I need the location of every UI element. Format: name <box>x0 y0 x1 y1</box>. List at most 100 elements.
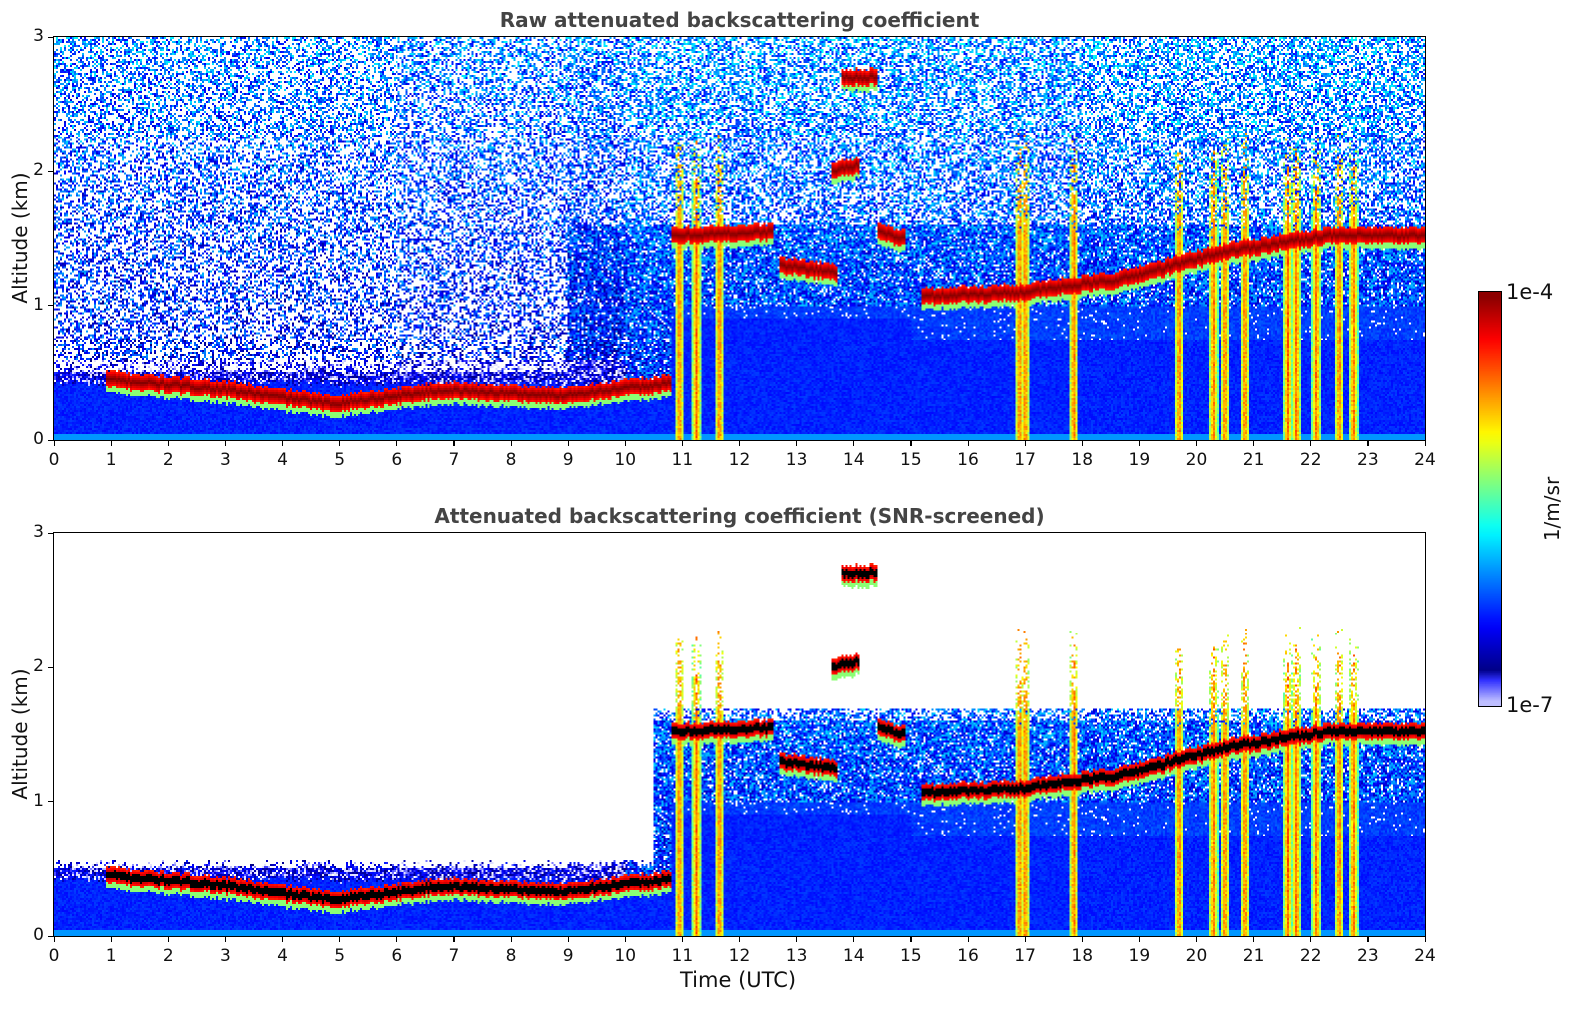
x-tick <box>1253 440 1255 446</box>
x-tick-label: 10 <box>614 450 637 470</box>
x-tick-label: 14 <box>842 946 865 966</box>
x-tick <box>739 440 741 446</box>
x-tick-label: 20 <box>1185 946 1208 966</box>
x-tick-label: 15 <box>900 946 922 966</box>
x-tick <box>624 440 626 446</box>
x-tick-label: 6 <box>391 450 403 470</box>
y-tick-label: 3 <box>33 26 44 46</box>
x-tick <box>1253 936 1255 942</box>
x-tick-label: 21 <box>1242 450 1265 470</box>
x-tick-label: 4 <box>277 450 288 470</box>
x-tick <box>110 936 112 942</box>
heatmap-screened <box>53 532 1426 937</box>
x-tick-label: 15 <box>900 450 922 470</box>
x-tick-label: 13 <box>785 946 808 966</box>
x-tick <box>1367 440 1369 446</box>
y-tick-label: 1 <box>33 294 44 315</box>
x-tick <box>567 936 569 942</box>
x-tick-label: 24 <box>1414 946 1436 966</box>
x-tick-label: 21 <box>1242 946 1265 966</box>
x-tick-label: 12 <box>728 450 751 470</box>
x-tick-label: 9 <box>562 946 574 966</box>
colorbar <box>1478 291 1502 707</box>
x-tick <box>167 936 169 942</box>
x-tick <box>1310 936 1312 942</box>
x-tick-label: 2 <box>162 946 174 966</box>
x-tick <box>1424 440 1426 446</box>
x-tick-label: 12 <box>728 946 751 966</box>
colorbar-min-label: 1e-7 <box>1506 693 1554 717</box>
y-tick-label: 0 <box>33 925 44 945</box>
x-tick <box>967 440 969 446</box>
y-tick-label: 2 <box>33 160 44 181</box>
x-tick-label: 16 <box>957 946 979 966</box>
x-tick <box>224 936 227 942</box>
y-axis-label-raw: Altitude (km) <box>8 172 32 304</box>
y-tick <box>48 532 54 534</box>
x-tick-label: 16 <box>957 450 979 470</box>
x-tick-label: 9 <box>562 450 574 470</box>
x-tick <box>510 936 512 942</box>
x-tick-label: 20 <box>1185 450 1208 470</box>
x-tick-label: 7 <box>448 450 460 470</box>
x-tick-label: 6 <box>391 946 403 966</box>
x-tick <box>339 440 341 446</box>
heatmap-raw-canvas <box>54 37 1425 440</box>
y-tick <box>48 305 54 307</box>
y-tick <box>48 666 54 669</box>
colorbar-gradient <box>1479 292 1501 706</box>
x-tick <box>510 440 512 446</box>
x-tick-label: 11 <box>671 450 694 470</box>
plot-title-raw: Raw attenuated backscattering coefficien… <box>499 8 980 32</box>
x-tick-label: 1 <box>105 946 117 966</box>
x-tick-label: 2 <box>162 450 174 470</box>
x-tick <box>453 936 455 942</box>
heatmap-screened-canvas <box>54 533 1425 936</box>
y-tick-label: 2 <box>33 656 44 677</box>
x-tick-label: 17 <box>1014 450 1036 470</box>
x-tick <box>624 936 626 942</box>
x-tick-label: 11 <box>671 946 694 966</box>
x-tick-label: 23 <box>1357 946 1379 966</box>
x-tick-label: 19 <box>1128 450 1151 470</box>
x-tick-label: 0 <box>48 450 60 470</box>
x-tick <box>396 936 398 942</box>
x-tick-label: 0 <box>48 946 60 966</box>
x-tick-label: 17 <box>1014 946 1036 966</box>
x-tick-label: 3 <box>219 450 231 470</box>
x-tick <box>681 936 684 942</box>
x-tick-label: 8 <box>505 946 517 966</box>
x-tick-label: 3 <box>219 946 231 966</box>
x-tick <box>53 440 55 446</box>
heatmap-raw <box>53 36 1426 441</box>
x-tick <box>1310 440 1312 446</box>
x-tick-label: 18 <box>1071 946 1094 966</box>
x-tick <box>739 936 741 942</box>
x-tick-label: 13 <box>785 450 808 470</box>
x-tick <box>167 440 169 446</box>
x-tick-label: 14 <box>842 450 865 470</box>
x-tick <box>910 440 912 446</box>
plot-title-screened: Attenuated backscattering coefficient (S… <box>434 504 1045 528</box>
y-tick <box>48 439 54 441</box>
x-tick-label: 23 <box>1357 450 1379 470</box>
x-tick-label: 4 <box>277 946 288 966</box>
x-tick <box>282 936 284 942</box>
x-tick <box>1138 440 1141 446</box>
x-tick <box>110 440 112 446</box>
y-tick-label: 1 <box>33 790 44 811</box>
x-tick-label: 8 <box>505 450 517 470</box>
x-tick-label: 10 <box>614 946 637 966</box>
y-tick <box>48 170 54 173</box>
x-tick <box>1196 936 1198 942</box>
x-tick <box>796 440 798 446</box>
x-tick <box>224 440 227 446</box>
x-tick-label: 24 <box>1414 450 1436 470</box>
x-tick <box>567 440 569 446</box>
x-tick <box>796 936 798 942</box>
x-tick <box>282 440 284 446</box>
y-tick <box>48 935 54 937</box>
x-tick <box>396 440 398 446</box>
x-tick <box>1081 936 1083 942</box>
x-tick <box>1081 440 1083 446</box>
